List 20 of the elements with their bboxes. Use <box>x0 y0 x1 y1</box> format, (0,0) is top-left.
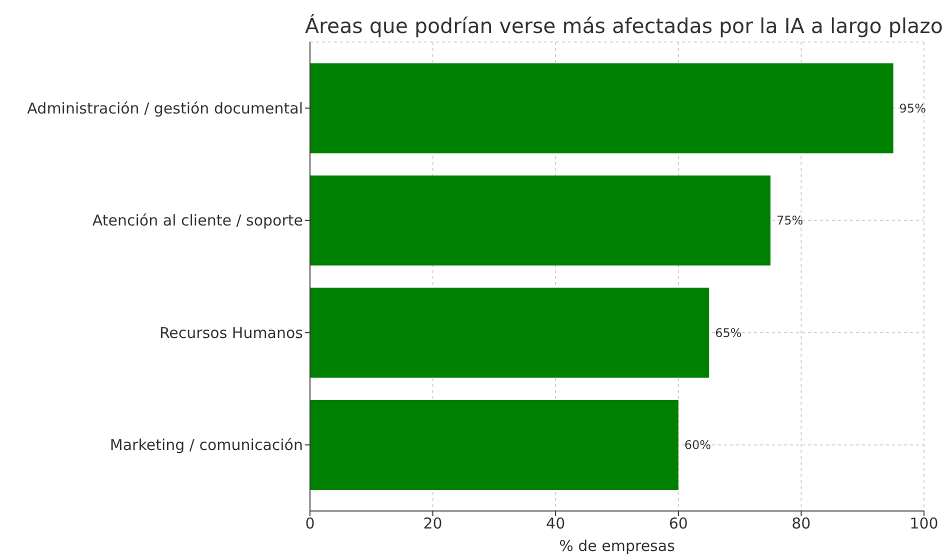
x-tick-label: 100 <box>910 514 938 533</box>
bar <box>310 288 710 378</box>
data-label: 60% <box>684 438 712 452</box>
x-tick-label: 20 <box>423 514 442 533</box>
x-tick-label: 60 <box>668 514 688 533</box>
bar <box>310 400 678 490</box>
y-tick-label: Recursos Humanos <box>159 324 304 342</box>
data-label: 65% <box>715 326 742 340</box>
bar <box>310 175 770 266</box>
x-tick-label: 80 <box>792 514 811 533</box>
data-label: 75% <box>776 214 804 228</box>
bar <box>310 63 894 154</box>
y-tick-label: Marketing / comunicación <box>110 436 303 454</box>
y-tick-label: Atención al cliente / soporte <box>92 212 303 230</box>
data-label: 95% <box>899 101 926 116</box>
x-tick-label: 40 <box>546 514 566 533</box>
y-tick-label: Administración / gestión documental <box>27 99 303 118</box>
x-axis-title: % de empresas <box>559 537 676 555</box>
x-tick-label: 0 <box>305 514 315 533</box>
chart-title: Áreas que podrían verse más afectadas por la IA a largo plazo <box>305 14 943 38</box>
